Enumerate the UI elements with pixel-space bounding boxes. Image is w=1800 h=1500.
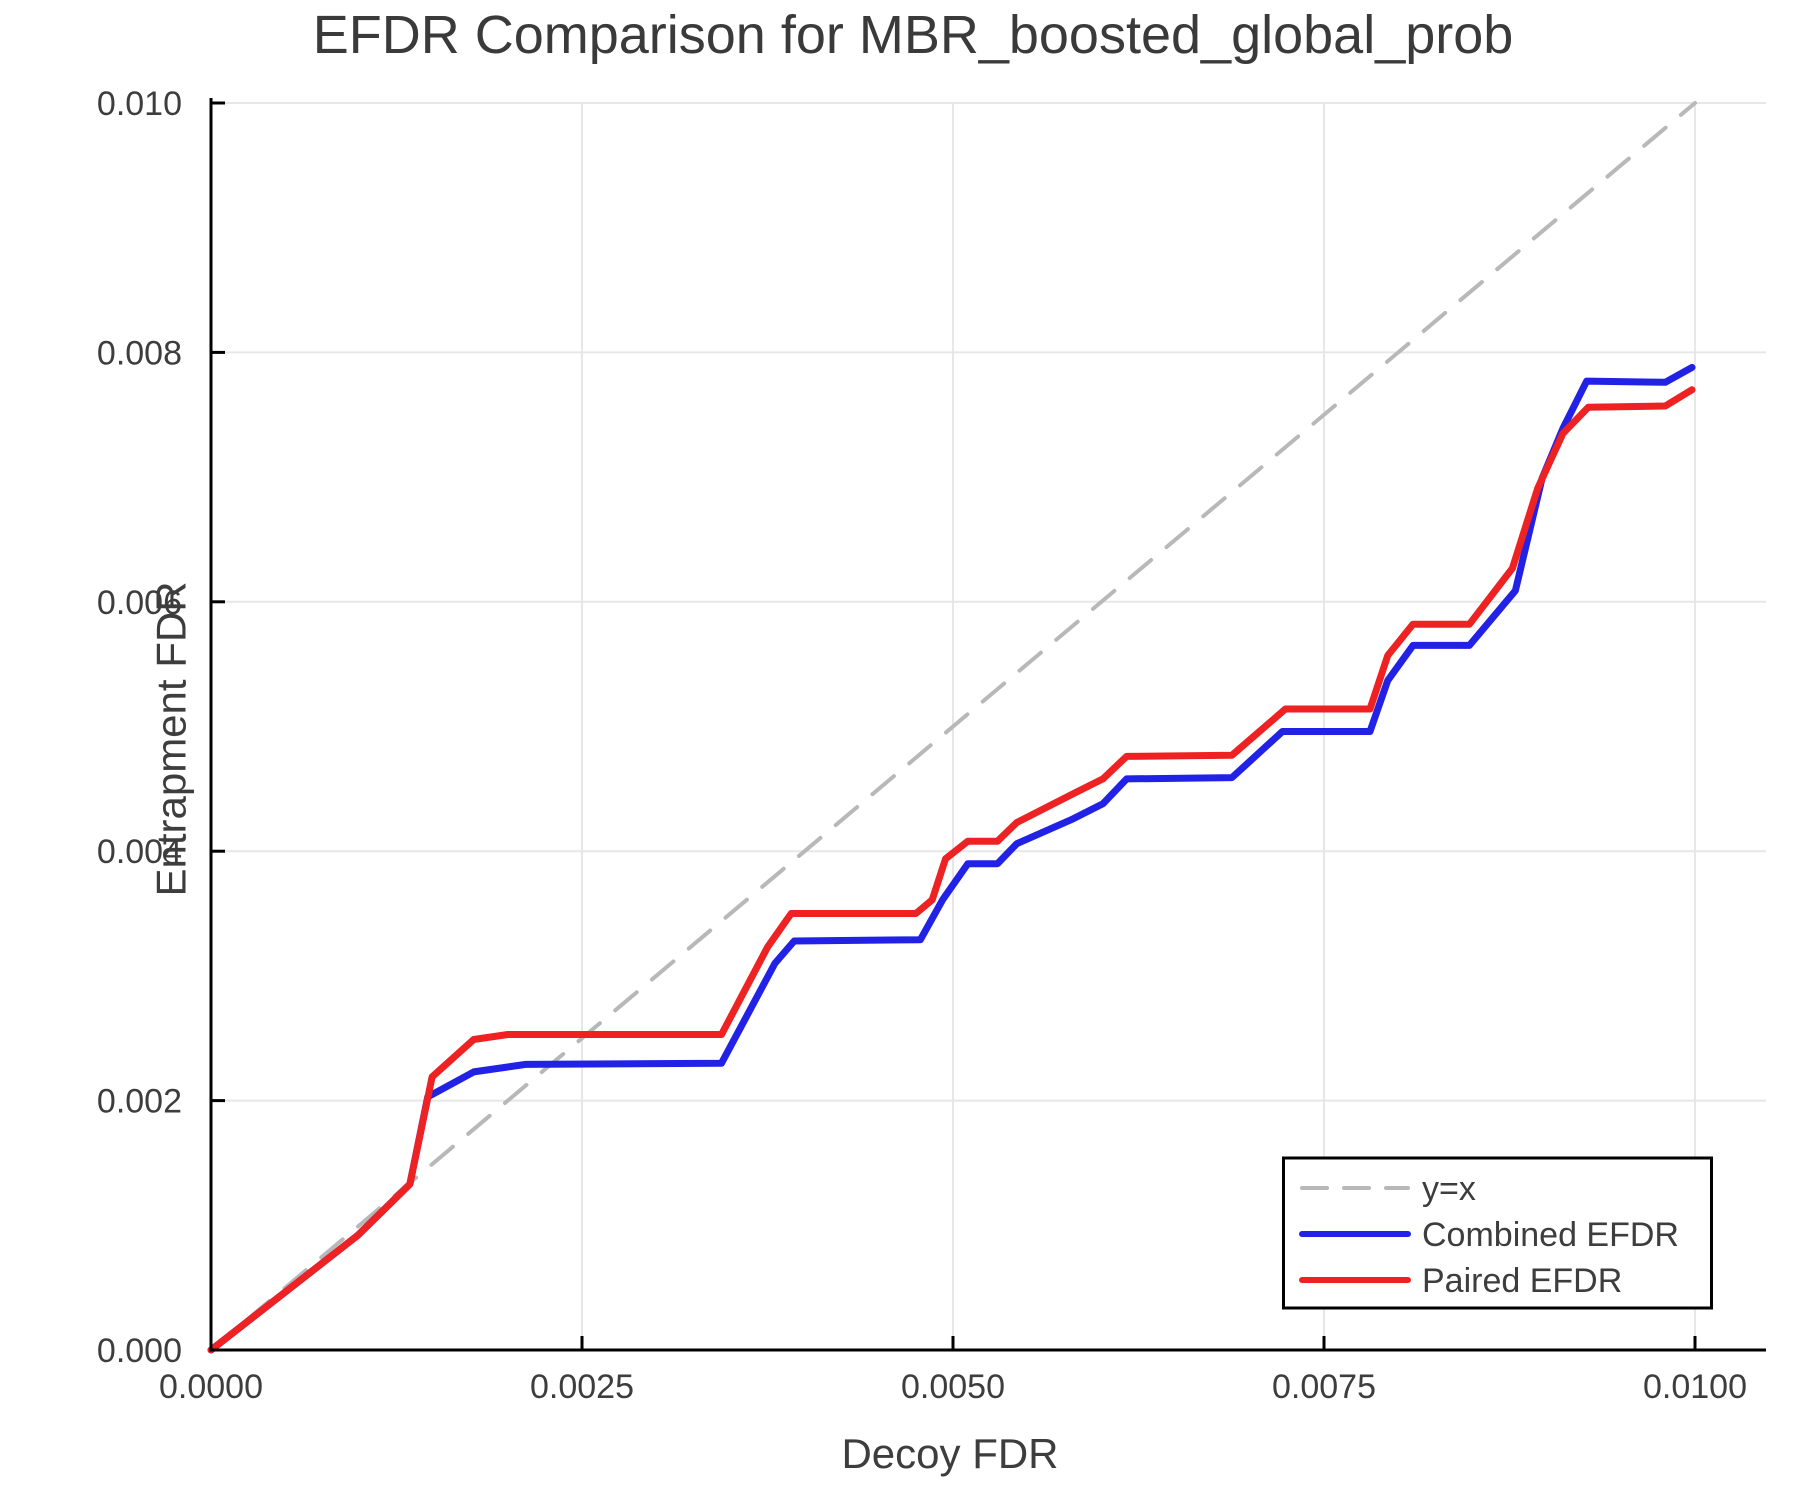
y-tick-label: 0.008 <box>97 334 182 372</box>
y-axis-label: Entrapment FDR <box>147 581 195 897</box>
legend-label: Combined EFDR <box>1422 1216 1679 1254</box>
y-tick-label: 0.004 <box>97 833 182 871</box>
series-line-y-x <box>209 101 1697 1352</box>
y-tick-label: 0.006 <box>97 584 182 622</box>
y-tick-label: 0.000 <box>97 1332 182 1370</box>
y-tick-label: 0.002 <box>97 1083 182 1121</box>
x-tick-label: 0.0050 <box>901 1368 1005 1406</box>
series-line-paired-efdr <box>207 386 1696 1354</box>
legend-label: y=x <box>1422 1170 1476 1208</box>
chart-title: EFDR Comparison for MBR_boosted_global_p… <box>312 5 1514 65</box>
x-axis-label: Decoy FDR <box>841 1430 1059 1477</box>
x-tick-label: 0.0100 <box>1643 1368 1747 1406</box>
legend-label: Paired EFDR <box>1422 1262 1622 1300</box>
x-tick-label: 0.0000 <box>159 1368 263 1406</box>
x-tick-label: 0.0075 <box>1272 1368 1376 1406</box>
y-tick-label: 0.010 <box>97 85 182 123</box>
series-line-combined-efdr <box>207 363 1696 1354</box>
x-tick-label: 0.0025 <box>530 1368 634 1406</box>
